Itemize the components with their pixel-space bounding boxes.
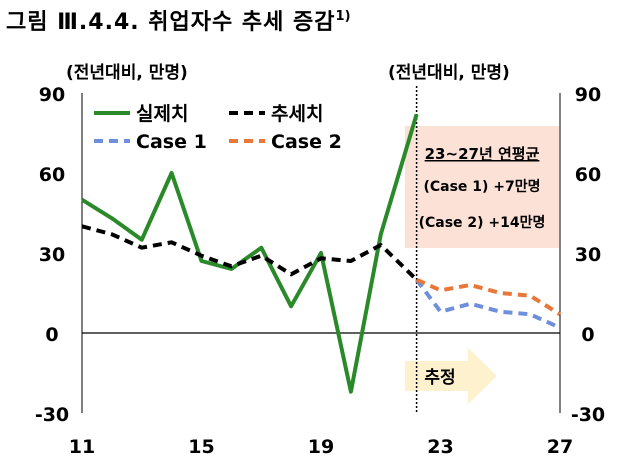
x-tick-label: 19 — [308, 436, 334, 458]
x-tick-label: 27 — [547, 436, 573, 458]
right-axis-unit: (전년대비, 만명) — [388, 63, 510, 83]
y-tick-left: 30 — [39, 244, 65, 266]
y-tick-right: 60 — [575, 164, 601, 186]
legend-case2-label: Case 2 — [271, 131, 342, 153]
y-tick-right: 90 — [575, 84, 601, 106]
annotation-case1: (Case 1) +7만명 — [423, 178, 540, 195]
series-line-0 — [80, 113, 419, 394]
x-tick-label: 15 — [188, 436, 214, 458]
y-tick-left: 0 — [45, 324, 58, 346]
footnote-marker: 1) — [335, 9, 351, 24]
forecast-arrow — [405, 348, 497, 404]
x-tick-label: 11 — [69, 436, 95, 458]
y-tick-left: 90 — [39, 84, 65, 106]
y-tick-right: 30 — [575, 244, 601, 266]
legend-trend-label: 추세치 — [271, 103, 323, 125]
x-tick-label: 23 — [427, 436, 453, 458]
series-line-2 — [414, 278, 561, 330]
forecast-label: 추정 — [424, 368, 455, 388]
y-tick-right: 0 — [581, 324, 594, 346]
y-tick-left: -30 — [35, 404, 69, 426]
series-line-3 — [415, 277, 562, 316]
forecast-annotation-box — [405, 126, 559, 248]
figure-title: 그림 Ⅲ.4.4. 취업자수 추세 증감1) — [6, 4, 351, 36]
figure-title-text: 그림 Ⅲ.4.4. 취업자수 추세 증감 — [6, 10, 336, 35]
annotation-case2: (Case 2) +14만명 — [419, 214, 546, 231]
legend: 실제치 추세치 Case 1 Case 2 — [94, 103, 342, 153]
left-axis-unit: (전년대비, 만명) — [66, 63, 188, 83]
legend-case1-label: Case 1 — [136, 131, 207, 153]
legend-actual-label: 실제치 — [136, 103, 188, 125]
y-tick-left: 60 — [39, 164, 65, 186]
y-tick-right: -30 — [571, 404, 605, 426]
annotation-heading: 23~27년 연평균 — [425, 145, 540, 163]
